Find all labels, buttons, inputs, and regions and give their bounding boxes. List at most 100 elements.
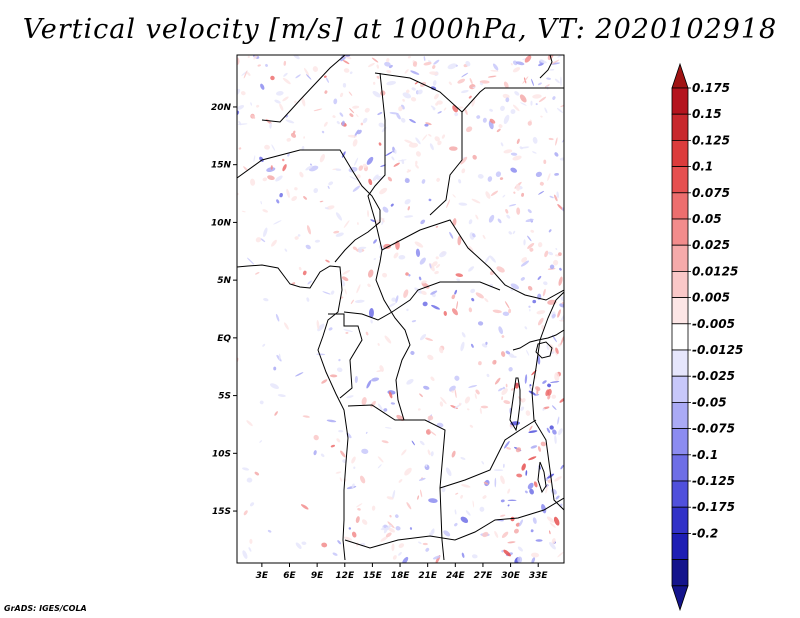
velocity-cell bbox=[347, 134, 357, 138]
velocity-cell bbox=[368, 178, 373, 186]
velocity-cell bbox=[530, 445, 538, 449]
velocity-cell bbox=[247, 55, 250, 59]
velocity-cell bbox=[528, 456, 537, 461]
velocity-cell bbox=[358, 248, 363, 253]
velocity-cell bbox=[519, 94, 527, 103]
velocity-cell bbox=[558, 320, 564, 322]
velocity-cell bbox=[469, 78, 473, 85]
velocity-cell bbox=[532, 151, 537, 154]
border-4 bbox=[374, 72, 463, 216]
velocity-cell bbox=[471, 97, 476, 107]
velocity-cell bbox=[241, 210, 246, 213]
velocity-cell bbox=[458, 402, 462, 406]
velocity-cell bbox=[349, 71, 353, 75]
velocity-cell bbox=[397, 159, 407, 162]
velocity-cell bbox=[376, 64, 380, 69]
velocity-cell bbox=[557, 204, 564, 211]
velocity-cell bbox=[373, 258, 377, 261]
velocity-cell bbox=[332, 552, 338, 556]
velocity-cell bbox=[500, 475, 505, 485]
velocity-cell bbox=[354, 299, 365, 303]
velocity-cell bbox=[441, 487, 446, 493]
velocity-cell bbox=[307, 280, 312, 285]
velocity-cell bbox=[376, 75, 380, 79]
velocity-cell bbox=[527, 235, 532, 242]
velocity-cell bbox=[414, 241, 424, 248]
velocity-cell bbox=[294, 236, 299, 240]
velocity-cell bbox=[431, 261, 438, 267]
border-5 bbox=[461, 87, 564, 113]
velocity-cell bbox=[437, 140, 442, 146]
velocity-cell bbox=[475, 214, 479, 220]
velocity-cell bbox=[277, 394, 286, 397]
velocity-cell bbox=[530, 100, 533, 106]
velocity-cell bbox=[438, 347, 444, 354]
velocity-cell bbox=[408, 274, 411, 277]
velocity-cell bbox=[544, 107, 548, 114]
velocity-cell bbox=[550, 381, 560, 383]
lat-tick-label: 20N bbox=[211, 103, 232, 113]
velocity-cell bbox=[398, 106, 403, 112]
velocity-cell bbox=[443, 530, 451, 537]
velocity-cell bbox=[516, 207, 521, 215]
velocity-cell bbox=[265, 63, 268, 67]
velocity-cell bbox=[343, 329, 353, 333]
velocity-cell bbox=[530, 229, 535, 233]
border-10 bbox=[439, 419, 537, 489]
velocity-cell bbox=[472, 500, 475, 508]
velocity-cell bbox=[479, 82, 483, 86]
velocity-cell bbox=[540, 115, 543, 118]
velocity-cell bbox=[285, 119, 295, 124]
velocity-cell bbox=[421, 280, 427, 284]
velocity-cell bbox=[458, 179, 462, 184]
velocity-cell bbox=[538, 96, 547, 103]
velocity-cell bbox=[424, 123, 429, 127]
colorbar-bottom-arrow bbox=[671, 585, 689, 612]
velocity-cell bbox=[536, 310, 546, 315]
velocity-cell bbox=[343, 68, 350, 73]
country-boundaries bbox=[237, 55, 564, 561]
velocity-cell bbox=[249, 502, 255, 507]
velocity-cell bbox=[460, 516, 469, 523]
velocity-cell bbox=[396, 414, 405, 421]
velocity-cell bbox=[415, 248, 421, 258]
velocity-cell bbox=[294, 187, 298, 191]
colorbar-label: 0.125 bbox=[692, 133, 730, 147]
velocity-cell bbox=[385, 151, 393, 156]
colorbar-swatch bbox=[671, 297, 689, 325]
velocity-cell bbox=[454, 112, 459, 117]
velocity-cell bbox=[439, 251, 447, 258]
colorbar-swatch bbox=[671, 192, 689, 220]
velocity-cell bbox=[321, 130, 325, 134]
colorbar-label: 0.1 bbox=[692, 160, 713, 174]
velocity-cell bbox=[483, 481, 489, 485]
border-9 bbox=[344, 497, 564, 549]
velocity-cell bbox=[551, 405, 557, 410]
velocity-cell bbox=[435, 102, 439, 106]
velocity-cell bbox=[370, 400, 376, 408]
velocity-cell bbox=[377, 464, 382, 469]
velocity-cell bbox=[301, 541, 307, 545]
velocity-cell bbox=[475, 389, 480, 395]
velocity-cell bbox=[554, 78, 560, 84]
velocity-cell bbox=[537, 446, 541, 452]
velocity-cell bbox=[267, 175, 275, 181]
velocity-cell bbox=[471, 343, 474, 348]
velocity-cell bbox=[500, 142, 504, 147]
velocity-cell bbox=[383, 408, 388, 412]
velocity-cell bbox=[237, 123, 248, 125]
velocity-cell bbox=[457, 78, 466, 84]
velocity-cell bbox=[333, 230, 340, 234]
velocity-cell bbox=[445, 467, 452, 477]
colorbar-label: -0.0125 bbox=[692, 343, 743, 357]
velocity-cell bbox=[398, 479, 403, 483]
velocity-cell bbox=[357, 508, 361, 511]
velocity-cell bbox=[352, 185, 361, 192]
velocity-cell bbox=[515, 61, 525, 66]
velocity-cell bbox=[547, 388, 552, 396]
velocity-cell bbox=[513, 528, 519, 534]
velocity-cell bbox=[327, 185, 330, 189]
velocity-cell bbox=[557, 416, 560, 425]
velocity-cell bbox=[544, 250, 549, 258]
velocity-cell bbox=[539, 181, 544, 186]
